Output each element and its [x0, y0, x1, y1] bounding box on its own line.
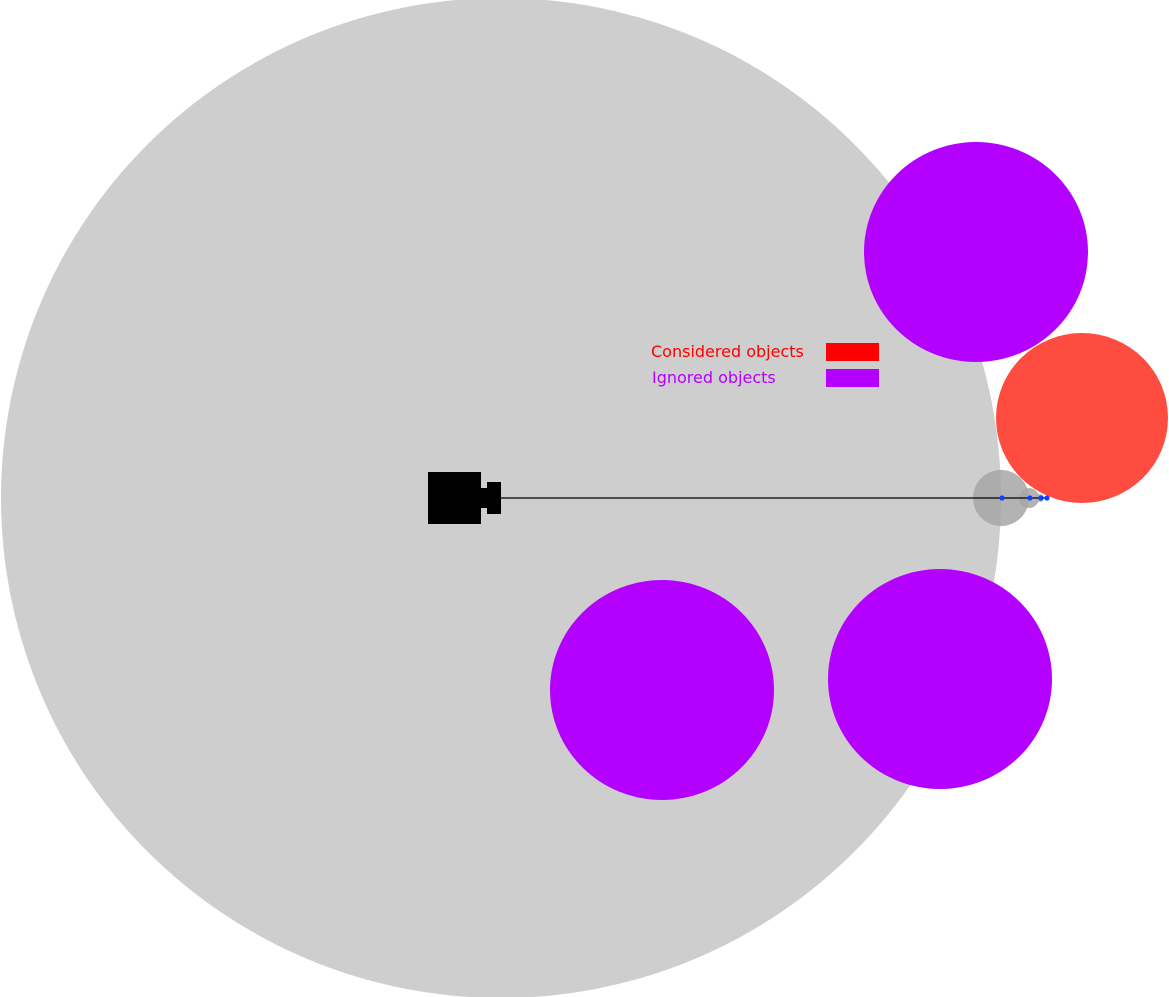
ray-step-point-4: [1044, 495, 1050, 501]
ray-step-point-1: [999, 495, 1005, 501]
ignored-object-bottom-right: [828, 569, 1052, 789]
camera-icon: [428, 472, 501, 524]
legend-considered-swatch: [826, 343, 879, 361]
legend: Considered objects Ignored objects: [651, 342, 879, 387]
ray-step-point-2: [1027, 495, 1033, 501]
legend-ignored-label: Ignored objects: [652, 368, 776, 387]
ignored-object-top: [864, 142, 1088, 362]
ray-step-point-3: [1038, 495, 1044, 501]
legend-ignored-swatch: [826, 369, 879, 387]
considered-object: [996, 333, 1168, 503]
ignored-object-bottom-left: [550, 580, 774, 800]
legend-considered-label: Considered objects: [651, 342, 804, 361]
